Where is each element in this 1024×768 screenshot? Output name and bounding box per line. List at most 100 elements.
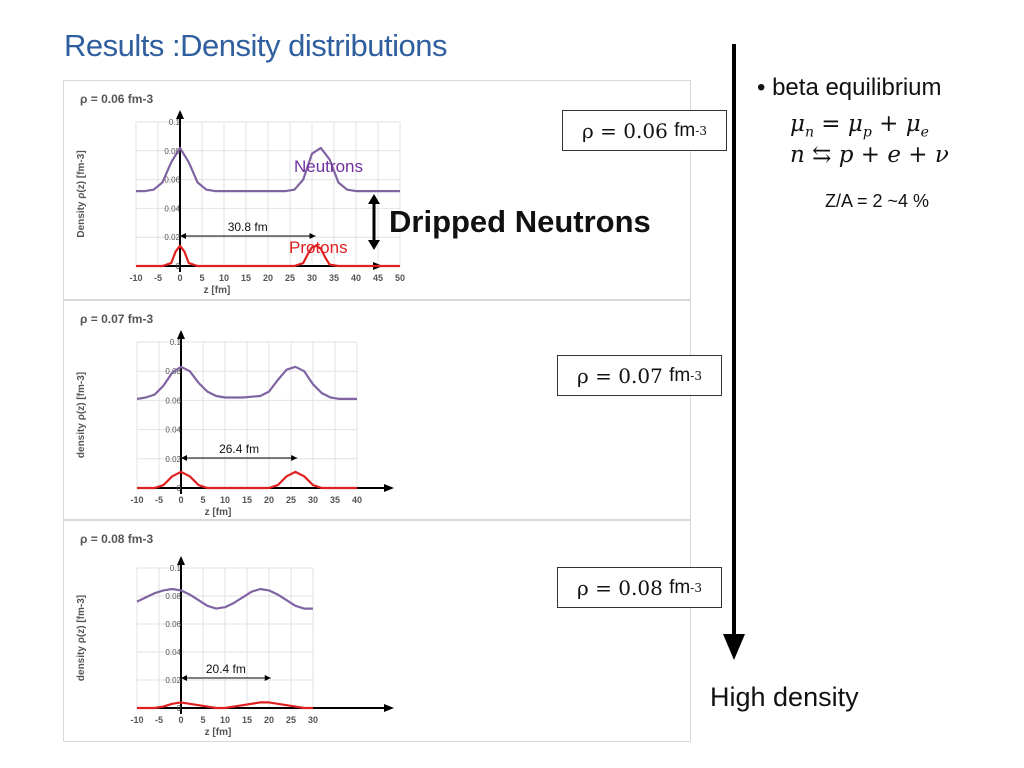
- density-formula-3: ρ = 0.08 fm -3: [557, 567, 722, 608]
- za-ratio: Z/A = 2 ~4 %: [825, 191, 930, 211]
- span-arrow-right: [291, 455, 298, 461]
- x-tick-label: -10: [129, 273, 142, 283]
- x-tick-label: 25: [286, 495, 296, 505]
- proton-density-curve: [137, 470, 357, 490]
- density-formula-2: ρ = 0.07 fm -3: [557, 355, 722, 396]
- y-tick-label: 0.06: [164, 176, 180, 185]
- x-tick-label: 50: [395, 273, 405, 283]
- proton-density-curve: [136, 244, 400, 268]
- y-tick-label: 0: [176, 262, 181, 271]
- y-tick-label: 0.02: [164, 233, 180, 242]
- y-axis-arrow: [177, 330, 185, 339]
- dripped-neutrons-label: Dripped Neutrons: [389, 204, 651, 239]
- high-density-label: High density: [710, 682, 859, 712]
- y-tick-label: 0.1: [169, 118, 181, 127]
- neutron-density-curve: [136, 146, 400, 193]
- x-tick-label: 5: [199, 273, 204, 283]
- x-tick-label: 15: [242, 715, 252, 725]
- x-tick-label: -10: [130, 715, 143, 725]
- density-formula-1: ρ = 0.06 fm -3: [562, 110, 727, 151]
- chart-panel-3: -10 -5 0 5 10 15 20 25 30 0.02 0.04 0.06 0.08 0.1 0 z […: [63, 520, 691, 742]
- x-tick-label: 5: [200, 715, 205, 725]
- y-tick-label: 0: [177, 484, 182, 493]
- chart-title: ρ = 0.06 fm-3: [80, 92, 153, 106]
- x-tick-label: 15: [242, 495, 252, 505]
- x-tick-label: 20: [264, 495, 274, 505]
- high-density-arrow: [723, 44, 745, 660]
- y-tick-label: 0.04: [164, 204, 180, 213]
- density-exponent: -3: [690, 368, 702, 383]
- y-tick-label: 0.08: [165, 592, 181, 601]
- x-tick-label: 30: [307, 273, 317, 283]
- x-axis-arrow: [384, 704, 394, 712]
- span-annotation: 26.4 fm: [219, 442, 259, 456]
- x-tick-label: 10: [220, 495, 230, 505]
- x-tick-label: -5: [155, 715, 163, 725]
- x-tick-label: 20: [263, 273, 273, 283]
- slide-title: Results :Density distributions: [64, 28, 448, 63]
- x-tick-label: 0: [178, 715, 183, 725]
- density-exponent: -3: [690, 580, 702, 595]
- y-tick-label: 0.06: [165, 620, 181, 629]
- x-tick-label: 35: [330, 495, 340, 505]
- span-annotation: 20.4 fm: [206, 662, 246, 676]
- bullet-beta-equilibrium: • beta equilibrium: [757, 74, 942, 101]
- chart-title: ρ = 0.07 fm-3: [80, 312, 153, 326]
- dripped-arrow: [368, 194, 380, 250]
- y-tick-label: 0.1: [170, 338, 182, 347]
- y-tick-label: 0.02: [165, 676, 181, 685]
- chart-panel-2: -10 -5 0 5 10 15 20 25 30 35 40 0.02 0.04 0.06 0.08 0.1…: [63, 300, 691, 520]
- x-tick-label: 25: [286, 715, 296, 725]
- x-tick-label: 15: [241, 273, 251, 283]
- neutrons-legend-label: Neutrons: [294, 157, 363, 176]
- x-tick-label: -10: [130, 495, 143, 505]
- x-tick-label: -5: [155, 495, 163, 505]
- density-unit: fm: [669, 364, 691, 386]
- x-axis-label: z [fm]: [205, 507, 232, 518]
- span-arrow-left: [181, 455, 187, 461]
- x-tick-label: 20: [264, 715, 274, 725]
- protons-legend-label: Protons: [289, 238, 348, 257]
- y-tick-label: 0.04: [165, 426, 181, 435]
- density-unit: fm: [669, 576, 691, 598]
- chart-title: ρ = 0.08 fm-3: [80, 532, 153, 546]
- y-tick-label: 0.04: [165, 648, 181, 657]
- neutron-density-curve: [136, 587, 313, 610]
- y-tick-label: 0.1: [170, 564, 182, 573]
- y-tick-label: 0: [177, 704, 182, 713]
- x-tick-label: 25: [285, 273, 295, 283]
- density-formula-lhs: ρ = 0.06: [582, 118, 668, 143]
- x-tick-label: 40: [351, 273, 361, 283]
- x-axis-arrow: [384, 484, 394, 492]
- span-arrow-left: [180, 233, 186, 239]
- span-arrow-left: [181, 675, 187, 681]
- density-chart-1: -10 -5 0 5 10 15 20 25 30 35 40 45 50 0.02 0.04 0.06 0.0…: [76, 92, 405, 296]
- x-tick-label: 35: [329, 273, 339, 283]
- bullet-text: beta equilibrium: [772, 74, 942, 101]
- neutron-density-curve: [136, 365, 357, 400]
- density-chart-2: -10 -5 0 5 10 15 20 25 30 35 400.020.040.060.080.1…: [76, 312, 394, 518]
- x-tick-label: 0: [177, 273, 182, 283]
- x-tick-label: 5: [200, 495, 205, 505]
- y-tick-label: 0.06: [165, 396, 181, 405]
- span-arrow-right: [264, 675, 271, 681]
- y-axis-label: density ρ(z) [fm-3]: [76, 372, 87, 458]
- density-formula-lhs: ρ = 0.07: [577, 363, 663, 388]
- span-arrow-right: [309, 233, 316, 239]
- span-annotation: 30.8 fm: [228, 220, 268, 234]
- y-axis-arrow: [176, 110, 184, 119]
- density-unit: fm: [674, 119, 696, 141]
- x-tick-label: -5: [154, 273, 162, 283]
- x-tick-label: 30: [308, 495, 318, 505]
- y-axis-arrow: [177, 556, 185, 565]
- density-chart-3: -10 -5 0 5 10 15 20 25 30 0.02 0.04 0.06 0.08 0.1 0 z […: [76, 532, 394, 738]
- x-axis-label: z [fm]: [204, 285, 231, 296]
- x-tick-label: 0: [178, 495, 183, 505]
- proton-density-curve: [137, 701, 313, 710]
- x-tick-label: 30: [308, 715, 318, 725]
- density-exponent: -3: [695, 123, 707, 138]
- density-formula-lhs: ρ = 0.08: [577, 575, 663, 600]
- x-axis-label: z [fm]: [205, 727, 232, 738]
- y-tick-label: 0.08: [164, 147, 180, 156]
- y-axis-label: density ρ(z) [fm-3]: [76, 595, 87, 681]
